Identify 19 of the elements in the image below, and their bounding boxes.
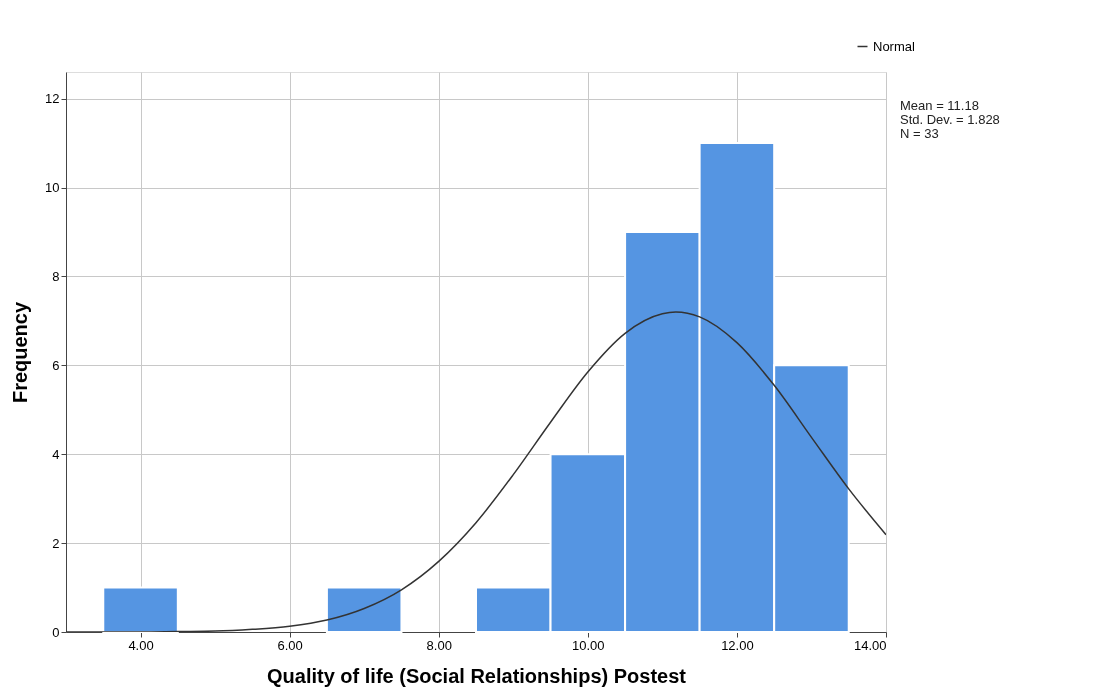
- x-tick-label: 6.00: [277, 637, 303, 653]
- y-tick-label: 4: [52, 446, 60, 462]
- y-tick-label: 0: [52, 624, 60, 640]
- text: Std. Dev. = 1.828: [900, 112, 1000, 127]
- y-tick-label: 6: [52, 357, 60, 373]
- text: N = 33: [900, 126, 939, 141]
- y-tick-label: 2: [52, 535, 60, 551]
- y-tick-label: 12: [45, 91, 60, 107]
- x-tick-label: 12.00: [721, 637, 754, 653]
- y-tick-label: 8: [52, 268, 60, 284]
- x-axis-title: Quality of life (Social Relationships) Postest: [267, 664, 687, 687]
- x-tick-label: 14.00: [853, 637, 887, 653]
- x-tick-label: 10.00: [572, 637, 605, 653]
- x-tick-label: 4.00: [128, 637, 154, 653]
- y-axis-title: Frequency: [9, 301, 32, 404]
- y-tick-label: 10: [45, 180, 60, 196]
- text: Mean = 11.18: [900, 98, 979, 113]
- legend-label: Normal: [873, 38, 916, 54]
- x-tick-label: 8.00: [426, 637, 452, 653]
